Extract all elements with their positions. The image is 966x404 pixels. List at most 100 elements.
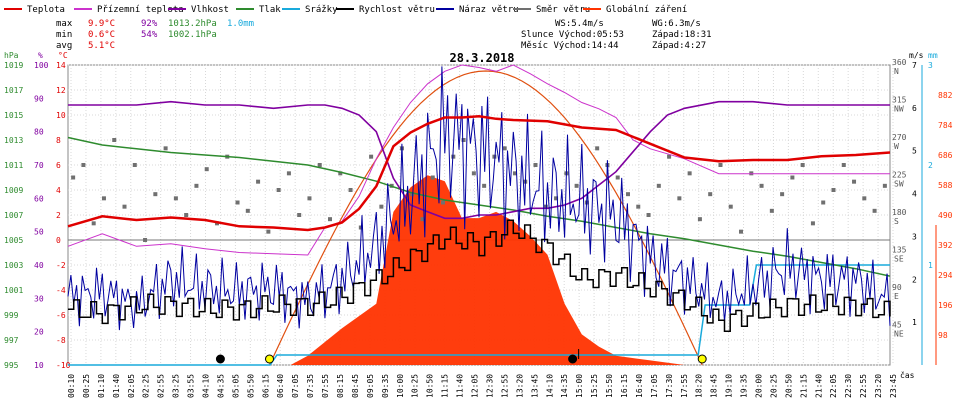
moonrise-marker <box>568 354 578 364</box>
tick-pct: 50 <box>34 228 44 237</box>
wind-dir-point <box>81 163 86 167</box>
tick-x: 07:35 <box>306 374 315 398</box>
wind-dir-point <box>369 154 374 159</box>
tick-dir-name: SE <box>894 255 904 264</box>
tick-wm2: 490 <box>938 211 953 220</box>
tick-dir-deg: 180 <box>892 208 907 217</box>
tick-x: 10:50 <box>426 374 435 398</box>
tick-dir-name: N <box>894 67 899 76</box>
tick-x: 16:15 <box>620 374 629 398</box>
tick-dir-deg: 315 <box>892 96 907 105</box>
wind-dir-point <box>286 171 291 176</box>
tick-pct: 100 <box>34 61 49 70</box>
info-moon: Měsíc Východ:14:44 <box>521 41 619 51</box>
wind-dir-point <box>143 238 148 242</box>
tick-x: 05:05 <box>231 374 240 398</box>
tick-x: 09:05 <box>366 374 375 398</box>
tick-hpa: 1007 <box>4 211 23 220</box>
sunrise-marker <box>265 354 275 364</box>
tick-x: 10:25 <box>411 374 420 398</box>
tick-x: 18:45 <box>710 374 719 398</box>
tick-hpa: 999 <box>4 311 19 320</box>
tick-ms: 7 <box>912 61 917 70</box>
wind-dir-point <box>625 192 630 197</box>
series-sun-curve <box>268 70 703 366</box>
tick-x: 06:40 <box>276 374 285 398</box>
stats-block: max 9.9°C 92% 1013.2hPa 1.0mm min 0.6°C … <box>56 19 254 51</box>
tick-x: 18:20 <box>695 374 704 398</box>
tick-x: 04:35 <box>216 374 225 398</box>
legend-label-3: Tlak <box>259 5 281 15</box>
info-block: WS:5.4m/s WG:6.3m/s Slunce Východ:05:53 … <box>521 19 712 51</box>
stat-min-temp: 0.6°C <box>88 30 115 40</box>
tick-ms: 3 <box>912 232 917 241</box>
tick-x: 21:15 <box>799 374 808 398</box>
wind-dir-point <box>636 204 641 209</box>
tick-pct: 20 <box>34 328 44 337</box>
tick-dir-name: NW <box>894 105 904 114</box>
tick-dir-deg: 135 <box>892 246 907 255</box>
tick-x: 10:00 <box>396 374 405 398</box>
tick-dir-deg: 90 <box>892 283 902 292</box>
tick-c: 12 <box>56 86 66 95</box>
legend-label-5: Rychlost větru <box>359 5 435 15</box>
tick-x: 04:10 <box>202 374 211 398</box>
wind-dir-point <box>163 146 168 151</box>
tick-c: -2 <box>56 261 66 270</box>
info-moon-set: Západ:4:27 <box>652 41 706 51</box>
wind-dir-point <box>492 154 497 159</box>
wind-dir-point <box>739 229 744 234</box>
tick-x: 03:25 <box>172 374 181 398</box>
wind-dir-point <box>482 183 487 188</box>
wind-dir-point <box>677 196 682 201</box>
tick-x: 11:40 <box>456 374 465 398</box>
wind-dir-point <box>410 192 415 197</box>
tick-x: 02:55 <box>157 374 166 398</box>
wind-dir-point <box>718 163 723 167</box>
wind-dir-point <box>800 163 805 167</box>
wind-dir-point <box>769 208 774 213</box>
tick-wm2: 294 <box>938 271 953 280</box>
tick-dir-deg: 45 <box>892 321 902 330</box>
wind-dir-point <box>646 213 651 217</box>
axis-c-label: °C <box>58 51 68 60</box>
stat-max-press: 1013.2hPa <box>168 19 217 29</box>
tick-x: 20:25 <box>769 374 778 398</box>
tick-wm2: 882 <box>938 91 953 100</box>
stat-max-rain: 1.0mm <box>227 19 254 29</box>
series-humidity <box>68 100 890 220</box>
tick-x: 14:35 <box>560 374 569 398</box>
wind-dir-point <box>297 213 302 217</box>
tick-mm: 3 <box>928 61 933 70</box>
stat-max-temp: 9.9°C <box>88 19 115 29</box>
wind-dir-point <box>780 192 785 197</box>
tick-pct: 40 <box>34 261 44 270</box>
tick-hpa: 1001 <box>4 286 23 295</box>
wind-dir-point <box>687 171 692 176</box>
stat-avg-label: avg <box>56 41 72 51</box>
wind-dir-point <box>441 200 446 205</box>
tick-hpa: 1013 <box>4 136 23 145</box>
tick-x: 12:05 <box>471 374 480 398</box>
tick-x: 03:55 <box>187 374 196 398</box>
tick-dir-deg: 270 <box>892 133 907 142</box>
wind-dir-point <box>697 217 702 222</box>
tick-x: 08:45 <box>351 374 360 398</box>
tick-c: -8 <box>56 336 66 345</box>
tick-x: 17:05 <box>650 374 659 398</box>
tick-x: 22:55 <box>859 374 868 398</box>
tick-x: 12:55 <box>500 374 509 398</box>
wind-dir-point <box>872 208 877 213</box>
axis-x-label: čas <box>900 370 915 380</box>
tick-hpa: 1011 <box>4 161 23 170</box>
wind-dir-point <box>101 196 106 201</box>
chart-title: 28.3.2018 <box>449 51 514 65</box>
tick-dir-name: W <box>894 142 899 151</box>
legend-label-4: Srážky <box>305 5 338 15</box>
tick-x: 21:40 <box>814 374 823 398</box>
tick-ms: 2 <box>912 275 917 284</box>
stat-avg-temp: 5.1°C <box>88 41 115 51</box>
tick-ms: 1 <box>912 318 917 327</box>
tick-x: 08:15 <box>336 374 345 398</box>
